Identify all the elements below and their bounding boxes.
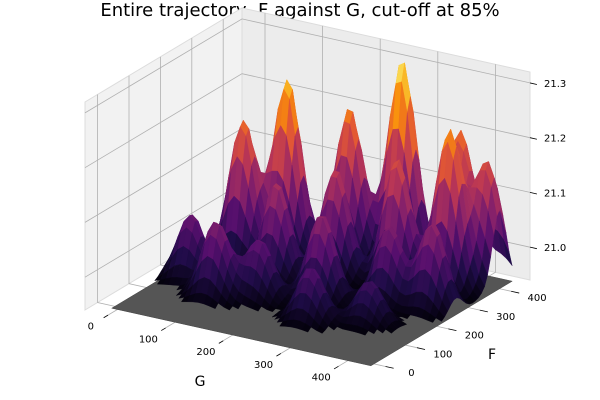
y-tick-label: 0 bbox=[408, 368, 414, 379]
y-tick-label: 200 bbox=[465, 331, 484, 342]
y-tick-mark bbox=[385, 366, 394, 369]
x-tick-label: 300 bbox=[254, 360, 273, 371]
x-tick-label: 100 bbox=[139, 334, 158, 345]
y-tick-label: 400 bbox=[528, 293, 547, 304]
y-tick-mark bbox=[511, 290, 520, 294]
surface-patch bbox=[266, 304, 276, 313]
surface-patch bbox=[359, 327, 369, 336]
x-tick-label: 400 bbox=[312, 373, 331, 384]
x-tick-mark bbox=[103, 314, 109, 319]
y-tick-label: 100 bbox=[433, 349, 452, 360]
x-axis-label: G bbox=[195, 374, 206, 390]
x-tick-mark bbox=[276, 353, 282, 357]
chart-title: Entire trajectory, F against G, cut-off … bbox=[100, 0, 499, 21]
y-tick-mark bbox=[448, 328, 457, 332]
surface-patch bbox=[252, 302, 262, 312]
z-gridline bbox=[84, 73, 531, 169]
x-tick-label: 200 bbox=[196, 347, 215, 358]
surface-patch bbox=[435, 310, 445, 322]
surface-patch bbox=[385, 325, 395, 334]
z-tick-label: 21.2 bbox=[544, 134, 566, 145]
z-tick-mark bbox=[529, 82, 537, 85]
axis-ticks: 0 100 200 300 400 0 100 200 300 400 21.0 21.1 21.2 21… bbox=[88, 79, 567, 384]
y-axis-label: F bbox=[488, 347, 496, 363]
z-tick-mark bbox=[529, 192, 537, 195]
x-tick-mark bbox=[218, 340, 224, 344]
x-tick-mark bbox=[333, 365, 339, 370]
y-tick-mark bbox=[416, 347, 426, 350]
z-tick-mark bbox=[529, 246, 537, 250]
z-tick-label: 21.0 bbox=[544, 243, 566, 254]
x-tick-label: 0 bbox=[88, 321, 94, 332]
z-gridline bbox=[84, 18, 531, 114]
surface-patch bbox=[316, 325, 326, 334]
x-tick-mark bbox=[161, 327, 166, 331]
z-tick-mark bbox=[529, 137, 537, 140]
surface-mesh bbox=[154, 62, 513, 336]
y-tick-label: 300 bbox=[496, 312, 515, 323]
z-tick-label: 21.1 bbox=[544, 188, 566, 199]
z-tick-label: 21.3 bbox=[544, 79, 566, 90]
y-tick-mark bbox=[479, 309, 488, 313]
